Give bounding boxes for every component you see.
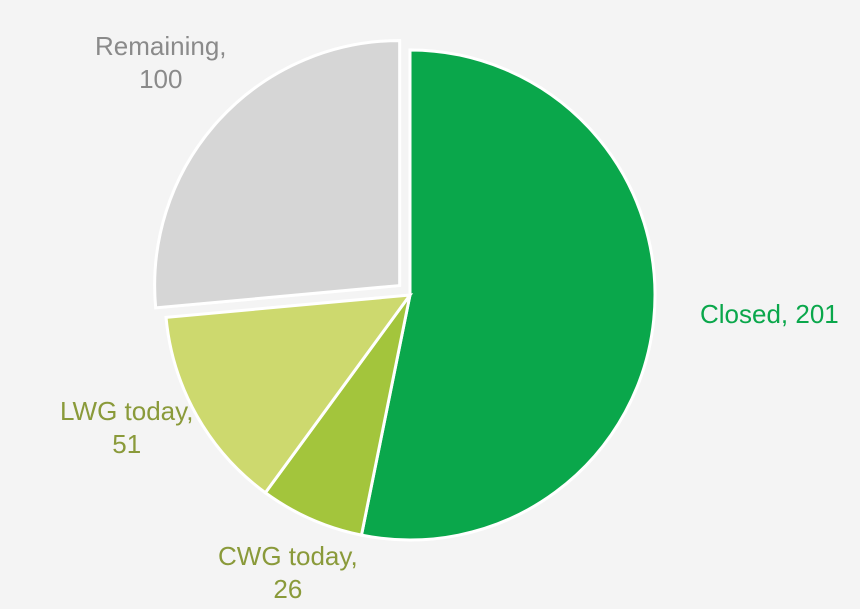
pie-chart-container: Closed, 201CWG today, 26LWG today, 51Rem… <box>0 0 860 609</box>
pie-chart-svg <box>0 0 860 609</box>
pie-slice-remaining <box>155 41 400 308</box>
